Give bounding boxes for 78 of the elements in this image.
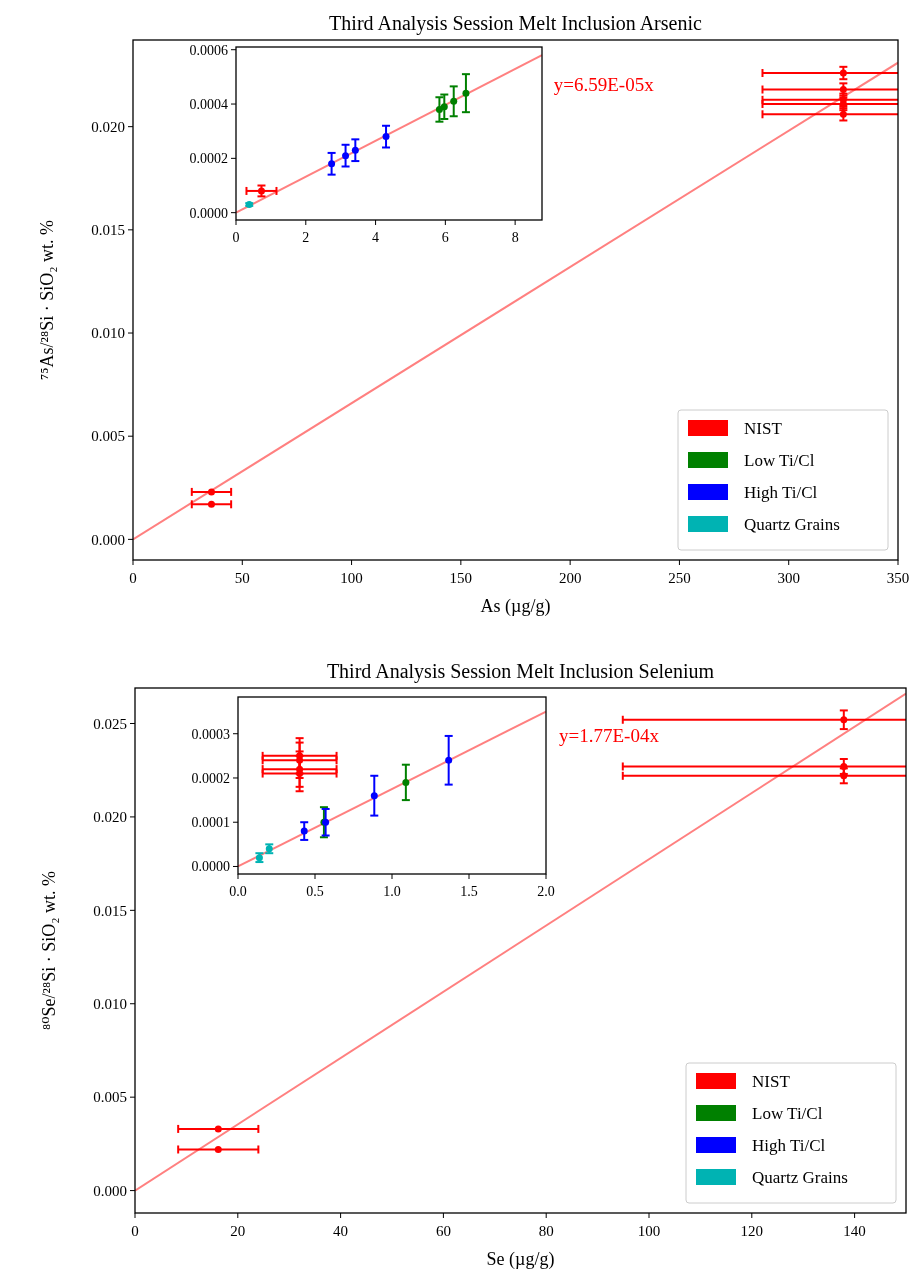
legend-label: Quartz Grains [752, 1167, 848, 1187]
x-tick-label: 150 [449, 570, 473, 586]
legend-label: Low Ti/Cl [752, 1103, 823, 1123]
y-tick-label: 0.000 [91, 531, 125, 548]
point [342, 152, 350, 160]
legend-label: High Ti/Cl [752, 1135, 826, 1155]
x-tick-label: 0.0 [229, 884, 247, 899]
y-axis-title: ⁸⁰Se/²⁸Si · SiO₂ wt. % [39, 871, 59, 1030]
x-tick-label: 4 [372, 230, 380, 245]
x-tick-label: 1.0 [383, 884, 401, 899]
x-tick-label: 300 [777, 570, 800, 586]
x-axis-title: Se (µg/g) [486, 1249, 555, 1270]
y-tick-label: 0.015 [93, 902, 127, 919]
x-tick-label: 40 [333, 1223, 349, 1239]
point [370, 792, 378, 800]
y-tick-label: 0.005 [91, 428, 125, 445]
point [214, 1125, 222, 1133]
point [382, 133, 390, 141]
point [207, 500, 215, 508]
x-tick-label: 0 [129, 570, 137, 586]
point [328, 160, 336, 168]
y-tick-label: 0.025 [93, 715, 127, 732]
chart-title: Third Analysis Session Melt Inclusion Selenium [326, 660, 715, 683]
x-tick-label: 200 [558, 570, 582, 586]
point [351, 146, 359, 154]
y-tick-label: 0.0003 [191, 726, 230, 742]
x-tick-label: 0.5 [306, 884, 324, 899]
x-tick-label: 1.5 [460, 884, 478, 899]
x-tick-label: 6 [441, 230, 449, 245]
x-tick-label: 350 [886, 570, 910, 586]
chart-title: Third Analysis Session Melt Inclusion Arsenic [329, 12, 702, 35]
x-tick-label: 0 [131, 1223, 139, 1239]
point [207, 488, 215, 496]
legend-label: Quartz Grains [744, 514, 840, 534]
y-tick-label: 0.0002 [191, 770, 230, 786]
y-tick-label: 0.015 [91, 222, 125, 239]
annotation: y=6.59E-05x [553, 73, 655, 95]
y-tick-label: 0.0004 [189, 96, 228, 112]
x-axis-title: As (µg/g) [480, 596, 551, 617]
x-tick-label: 140 [843, 1223, 866, 1239]
x-tick-label: 20 [230, 1223, 246, 1239]
y-tick-label: 0.005 [93, 1089, 127, 1106]
y-tick-label: 0.0001 [191, 815, 230, 831]
x-tick-label: 60 [435, 1223, 451, 1239]
point [462, 89, 470, 97]
legend-label: High Ti/Cl [744, 482, 818, 502]
point [300, 827, 308, 835]
y-tick-label: 0.000 [93, 1182, 127, 1199]
y-tick-label: 0.0000 [189, 205, 228, 221]
y-tick-label: 0.0006 [189, 42, 228, 58]
point [440, 103, 448, 111]
y-tick-label: 0.010 [91, 325, 125, 342]
legend-label: Low Ti/Cl [744, 450, 815, 470]
y-tick-label: 0.010 [93, 996, 127, 1012]
annotation: y=1.77E-04x [559, 724, 660, 746]
y-tick-label: 0.020 [91, 118, 125, 135]
legend-label: NIST [752, 1071, 791, 1091]
point [402, 778, 410, 786]
y-tick-label: 0.020 [93, 809, 127, 826]
point [839, 69, 847, 77]
y-tick-label: 0.0000 [191, 859, 230, 875]
x-tick-label: 2 [302, 230, 310, 245]
x-tick-label: 100 [637, 1223, 661, 1239]
legend-label: NIST [744, 418, 783, 438]
y-tick-label: 0.0002 [189, 151, 228, 167]
point [445, 756, 453, 764]
y-axis-title: ⁷⁵As/²⁸Si · SiO₂ wt. % [37, 219, 57, 381]
x-tick-label: 250 [668, 570, 691, 586]
x-tick-label: 50 [234, 570, 250, 586]
x-tick-label: 80 [538, 1223, 554, 1239]
x-tick-label: 8 [511, 230, 519, 245]
x-tick-label: 100 [340, 570, 363, 586]
x-tick-label: 0 [232, 230, 240, 245]
point [840, 716, 848, 724]
point [450, 97, 458, 105]
point [214, 1145, 222, 1153]
x-tick-label: 120 [740, 1223, 764, 1239]
x-tick-label: 2.0 [537, 884, 555, 899]
